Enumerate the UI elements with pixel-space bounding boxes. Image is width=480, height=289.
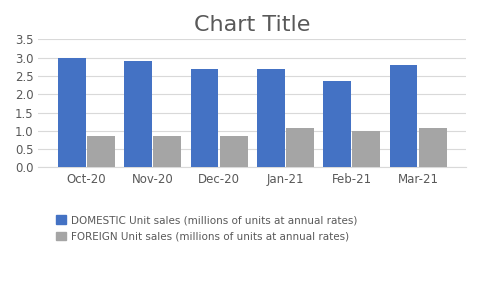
Bar xyxy=(389,65,417,167)
Title: Chart Title: Chart Title xyxy=(193,15,310,35)
Legend: DOMESTIC Unit sales (millions of units at annual rates), FOREIGN Unit sales (mil: DOMESTIC Unit sales (millions of units a… xyxy=(52,211,361,246)
Bar xyxy=(190,69,218,167)
Bar xyxy=(323,81,350,167)
Bar xyxy=(219,136,247,167)
Bar xyxy=(124,61,152,167)
Bar xyxy=(286,128,313,167)
Bar xyxy=(153,136,181,167)
Bar xyxy=(352,131,380,167)
Bar xyxy=(58,58,85,167)
Bar xyxy=(87,136,115,167)
Bar xyxy=(418,128,445,167)
Bar xyxy=(256,69,284,167)
